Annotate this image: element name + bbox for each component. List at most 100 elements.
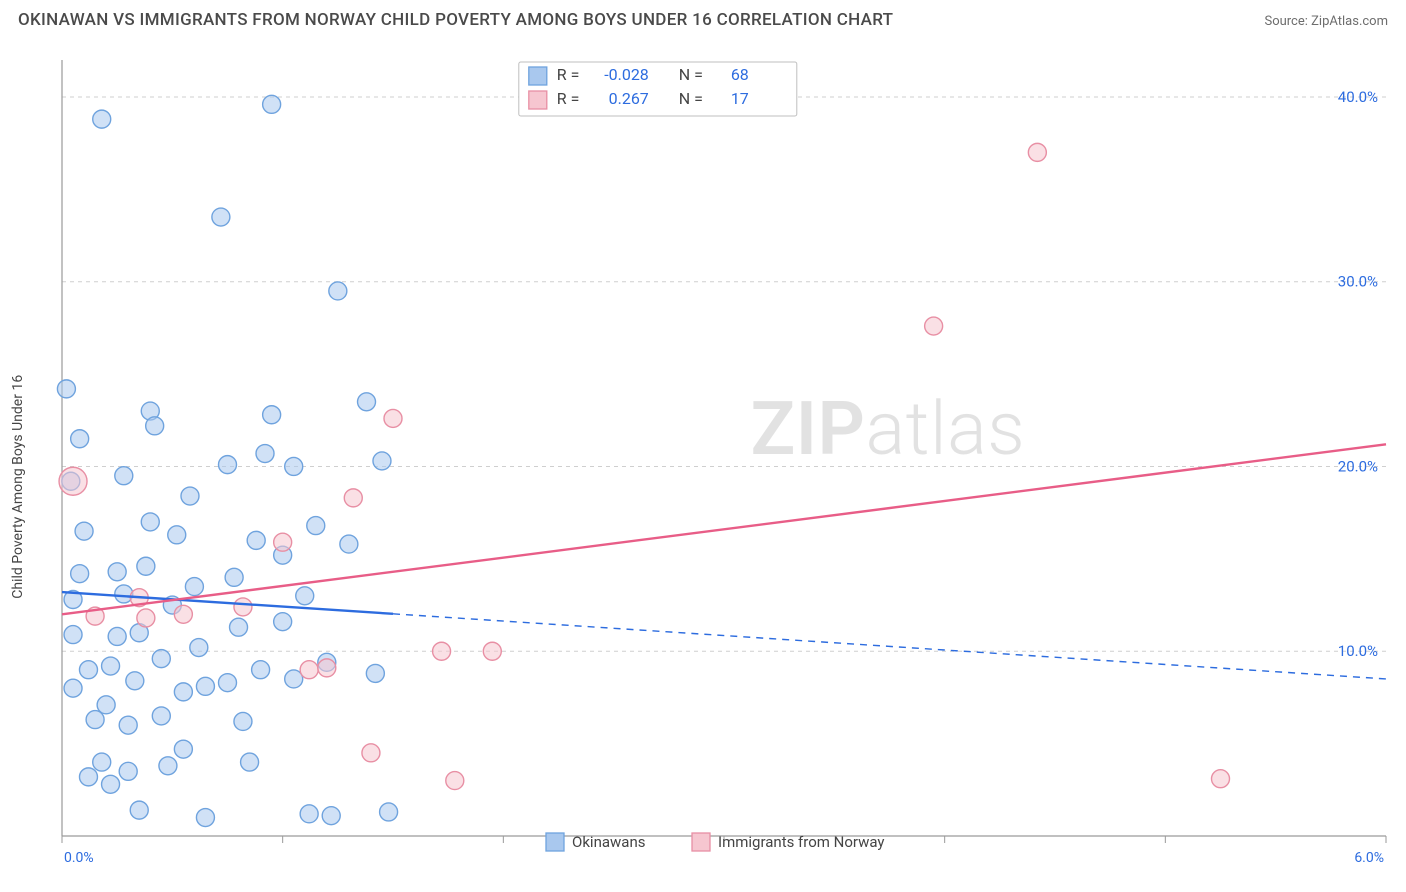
- data-point-series-1: [274, 533, 292, 551]
- data-point-series-0: [115, 467, 133, 485]
- legend-label: Immigrants from Norway: [718, 833, 885, 851]
- source-link[interactable]: ZipAtlas.com: [1311, 14, 1388, 29]
- data-point-series-0: [108, 627, 126, 645]
- source-attribution: Source: ZipAtlas.com: [1264, 14, 1388, 29]
- data-point-series-0: [152, 650, 170, 668]
- data-point-series-0: [373, 452, 391, 470]
- data-point-series-0: [130, 801, 148, 819]
- x-tick-label: 6.0%: [1354, 850, 1384, 866]
- data-point-series-0: [174, 740, 192, 758]
- data-point-series-0: [225, 568, 243, 586]
- stats-swatch: [529, 67, 547, 85]
- data-point-series-1: [446, 772, 464, 790]
- data-point-series-0: [181, 487, 199, 505]
- data-point-series-0: [196, 677, 214, 695]
- data-point-series-1: [384, 409, 402, 427]
- data-point-series-0: [300, 805, 318, 823]
- data-point-series-0: [230, 618, 248, 636]
- data-point-series-0: [263, 95, 281, 113]
- data-point-series-1: [362, 744, 380, 762]
- data-point-series-0: [247, 531, 265, 549]
- data-point-series-0: [274, 613, 292, 631]
- stats-n-label: N =: [679, 89, 703, 108]
- data-point-series-1: [137, 609, 155, 627]
- y-tick-label: 40.0%: [1338, 88, 1378, 106]
- stats-r-label: R =: [557, 89, 580, 108]
- data-point-series-0: [380, 803, 398, 821]
- data-point-series-1: [925, 317, 943, 335]
- data-point-series-1: [318, 659, 336, 677]
- legend-swatch: [546, 833, 564, 851]
- stats-swatch: [529, 91, 547, 109]
- data-point-series-0: [64, 679, 82, 697]
- data-point-series-0: [119, 762, 137, 780]
- data-point-series-0: [71, 430, 89, 448]
- data-point-series-0: [75, 522, 93, 540]
- data-point-series-0: [79, 768, 97, 786]
- data-point-series-0: [93, 110, 111, 128]
- legend-swatch: [692, 833, 710, 851]
- stats-n-value: 17: [731, 89, 749, 108]
- data-point-series-0: [322, 807, 340, 825]
- data-point-series-1: [1028, 143, 1046, 161]
- y-tick-label: 20.0%: [1338, 457, 1378, 475]
- data-point-series-0: [252, 661, 270, 679]
- data-point-series-1: [1212, 770, 1230, 788]
- data-point-series-1: [300, 661, 318, 679]
- trend-line-solid-0: [62, 592, 393, 614]
- data-point-series-0: [219, 456, 237, 474]
- data-point-series-0: [185, 578, 203, 596]
- data-point-series-0: [119, 716, 137, 734]
- scatter-chart-svg: 10.0%20.0%30.0%40.0%0.0%6.0%Child Povert…: [0, 34, 1406, 892]
- chart-area: 10.0%20.0%30.0%40.0%0.0%6.0%Child Povert…: [0, 34, 1406, 892]
- data-point-series-0: [93, 753, 111, 771]
- data-point-series-0: [159, 757, 177, 775]
- legend-label: Okinawans: [572, 833, 645, 851]
- data-point-series-0: [71, 565, 89, 583]
- data-point-series-0: [285, 457, 303, 475]
- data-point-series-0: [141, 513, 159, 531]
- stats-n-label: N =: [679, 65, 703, 84]
- data-point-series-0: [190, 639, 208, 657]
- data-point-series-0: [212, 208, 230, 226]
- data-point-series-0: [137, 557, 155, 575]
- y-tick-label: 30.0%: [1338, 273, 1378, 291]
- data-point-series-0: [241, 753, 259, 771]
- data-point-series-0: [307, 517, 325, 535]
- data-point-series-0: [219, 674, 237, 692]
- data-point-series-0: [234, 712, 252, 730]
- stats-n-value: 68: [731, 65, 749, 84]
- data-point-series-0: [340, 535, 358, 553]
- chart-title: OKINAWAN VS IMMIGRANTS FROM NORWAY CHILD…: [18, 10, 893, 30]
- data-point-series-1: [59, 467, 87, 495]
- x-tick-label: 0.0%: [64, 850, 94, 866]
- data-point-series-0: [146, 417, 164, 435]
- data-point-series-0: [64, 626, 82, 644]
- data-point-series-0: [152, 707, 170, 725]
- data-point-series-0: [256, 445, 274, 463]
- data-point-series-0: [86, 711, 104, 729]
- data-point-series-0: [102, 775, 120, 793]
- data-point-series-0: [79, 661, 97, 679]
- data-point-series-0: [102, 657, 120, 675]
- data-point-series-0: [97, 696, 115, 714]
- data-point-series-0: [296, 587, 314, 605]
- source-prefix: Source:: [1264, 14, 1311, 29]
- data-point-series-0: [126, 672, 144, 690]
- data-point-series-0: [358, 393, 376, 411]
- data-point-series-0: [196, 809, 214, 827]
- data-point-series-1: [174, 605, 192, 623]
- data-point-series-1: [234, 598, 252, 616]
- data-point-series-0: [108, 563, 126, 581]
- data-point-series-1: [344, 489, 362, 507]
- data-point-series-0: [174, 683, 192, 701]
- data-point-series-0: [168, 526, 186, 544]
- trend-line-dashed-0: [393, 614, 1386, 679]
- data-point-series-0: [263, 406, 281, 424]
- data-point-series-0: [57, 380, 75, 398]
- data-point-series-1: [483, 642, 501, 660]
- data-point-series-0: [366, 664, 384, 682]
- stats-r-label: R =: [557, 65, 580, 84]
- trend-line-1: [62, 444, 1386, 614]
- y-axis-label: Child Poverty Among Boys Under 16: [10, 375, 26, 599]
